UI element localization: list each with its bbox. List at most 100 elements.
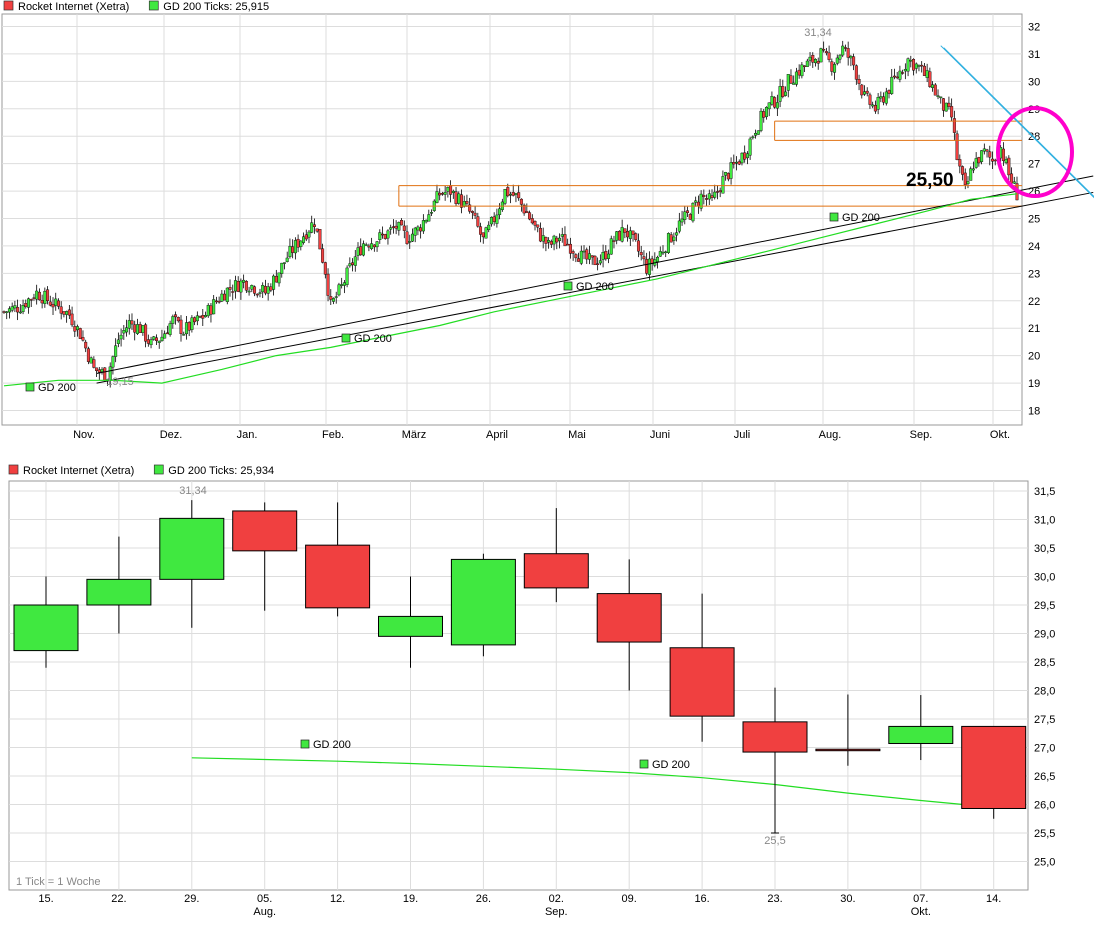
chart1-candle-body <box>18 311 22 314</box>
chart1-candle-body <box>767 102 771 110</box>
chart1-candle-body <box>566 243 570 246</box>
chart1-high-label: 31,34 <box>804 27 832 39</box>
chart1-candle-body <box>699 193 703 209</box>
chart1-candle-body <box>5 311 9 313</box>
gd200-marker <box>341 333 351 343</box>
chart1-candle-body <box>440 193 444 195</box>
chart1-candle-body <box>223 293 227 301</box>
chart1-candle-body <box>288 246 292 257</box>
chart1-candle-body <box>361 243 365 256</box>
chart1-candle-body <box>547 240 551 243</box>
chart1-candle-body <box>408 241 412 243</box>
chart2-x-tick: 29. <box>184 893 199 905</box>
chart1-y-tick: 30 <box>1028 76 1040 88</box>
chart1-candle-body <box>549 241 553 245</box>
chart1-candle-body <box>590 255 594 258</box>
chart1-candle-body <box>391 226 395 228</box>
chart1-candle-body <box>416 226 420 231</box>
chart1-candle-body <box>457 193 461 204</box>
chart1-candle-body <box>735 161 739 164</box>
chart2-y-tick: 31,0 <box>1034 515 1055 527</box>
chart1-candle-body <box>901 72 905 74</box>
chart1-candle-body <box>2 311 6 313</box>
chart1-candle-body <box>84 341 88 349</box>
chart1-candle-body <box>808 56 812 61</box>
chart1-candle-body <box>906 58 910 72</box>
chart1-support-trendline <box>96 175 1094 374</box>
chart2-candle-body <box>378 615 443 637</box>
legend-label: GD 200 Ticks: 25,915 <box>163 1 269 13</box>
chart1-candle-body <box>969 168 973 181</box>
chart1-candle-body <box>446 187 450 192</box>
chart2-y-tick: 29,0 <box>1034 629 1055 641</box>
chart1-candle-body <box>239 280 243 293</box>
chart1-candle-body <box>974 158 978 168</box>
chart1-candle-body <box>427 214 431 222</box>
chart1-candle-body <box>536 224 540 228</box>
chart1-candle-body <box>364 244 368 246</box>
chart1-candle-body <box>378 232 382 241</box>
chart1-candle-body <box>936 95 940 98</box>
chart1-candle-body <box>304 234 308 240</box>
chart1-candle-body <box>285 257 289 262</box>
chart1-candle-body <box>917 65 921 67</box>
chart1-candle-body <box>163 333 167 339</box>
chart1-candle-body <box>696 201 700 207</box>
chart1-candle-body <box>612 240 616 242</box>
chart1-candle-body <box>473 212 477 216</box>
chart1-candle-body <box>639 252 643 256</box>
gd200-marker-label: GD 200 <box>652 759 690 771</box>
chart1-candle-body <box>449 185 453 195</box>
chart1-candle-body <box>204 315 208 318</box>
chart1-candle-body <box>291 246 295 253</box>
chart1-candle-body <box>231 291 235 293</box>
chart1-candle-body <box>198 316 202 318</box>
chart1-candle-body <box>372 244 376 248</box>
chart1-candle-body <box>430 212 434 214</box>
chart1-candle-body <box>152 336 156 340</box>
chart1-candle-body <box>558 237 562 241</box>
gd200-marker-label: GD 200 <box>38 382 76 394</box>
chart1-candle-body <box>35 290 39 300</box>
chart1-candle-body <box>236 281 240 292</box>
chart2-candle-body <box>523 553 589 589</box>
chart1-candle-body <box>593 255 597 266</box>
chart1-candle-body <box>770 96 774 105</box>
chart1-candle-body <box>481 232 485 238</box>
chart2-gd200-line <box>191 757 994 808</box>
chart1-candle-body <box>144 324 148 342</box>
chart1-candle-body <box>824 51 828 54</box>
chart1-candle-body <box>724 172 728 176</box>
chart1-candle-body <box>506 187 510 197</box>
chart1-candle-body <box>620 227 624 242</box>
chart1-candle-body <box>78 328 82 339</box>
chart1-candle-body <box>871 104 875 107</box>
chart1-candle-body <box>707 193 711 200</box>
chart1-candle-body <box>206 305 210 317</box>
chart1-candle-body <box>410 233 414 242</box>
chart1-candle-body <box>334 296 338 298</box>
chart2-y-tick: 31,5 <box>1034 486 1055 498</box>
chart1-candle-body <box>647 258 651 275</box>
chart1-candle-body <box>971 168 975 171</box>
chart1-candle-body <box>130 320 134 325</box>
chart1-candle-body <box>860 84 864 96</box>
chart1-candle-body <box>48 301 52 306</box>
chart1-y-tick: 19 <box>1028 378 1040 390</box>
chart1-candle-body <box>326 273 330 296</box>
chart2-candle-body <box>305 544 371 609</box>
chart1-candle-body <box>857 79 861 84</box>
chart1-candle-body <box>882 96 886 103</box>
chart1-frame <box>1 13 1023 426</box>
chart1-candle-body <box>54 298 58 306</box>
chart1-candle-body <box>835 57 839 64</box>
chart1-candle-body <box>244 280 248 291</box>
chart1-candle-body <box>135 324 139 334</box>
chart1-candle-body <box>81 337 85 341</box>
chart1-candle-body <box>541 235 545 242</box>
chart1-candle-body <box>745 153 749 159</box>
chart1-candle-body <box>664 251 668 254</box>
chart1-candle-body <box>868 94 872 105</box>
chart1-candle-body <box>963 172 967 186</box>
chart1-candle-body <box>1004 158 1008 163</box>
